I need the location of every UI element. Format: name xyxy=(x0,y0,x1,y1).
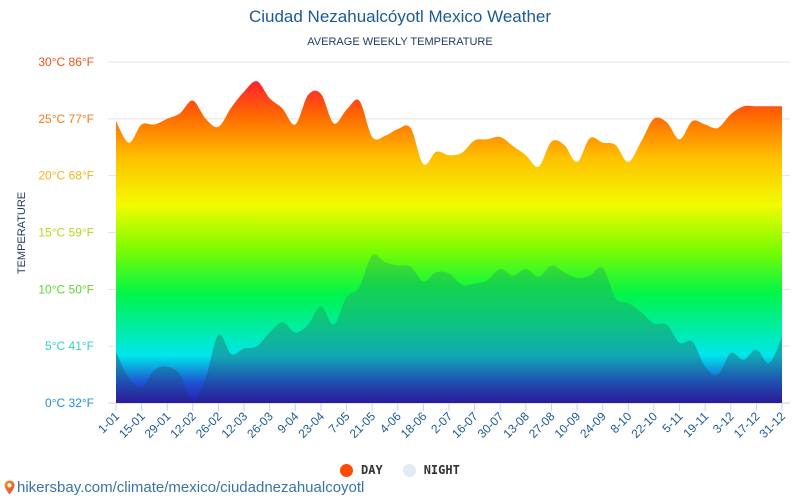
x-tick-label: 21-05 xyxy=(347,409,379,441)
y-axis: 0°C 32°F 5°C 41°F 10°C 50°F 15°C 59°F 20°C 6… xyxy=(38,55,94,410)
x-tick-label: 10-09 xyxy=(552,409,584,441)
legend-night-swatch xyxy=(402,463,416,477)
x-tick-label: 18-06 xyxy=(398,409,430,441)
y-tick-label: 25°C 77°F xyxy=(38,112,94,126)
x-tick-label: 29-01 xyxy=(142,409,174,441)
y-tick-label: 20°C 68°F xyxy=(38,169,94,183)
x-tick-label: 30-07 xyxy=(475,409,507,441)
x-tick-label: 17-12 xyxy=(731,409,763,441)
x-tick-label: 26-03 xyxy=(244,409,276,441)
y-axis-label: TEMPERATURE xyxy=(16,192,28,274)
legend-day-label: DAY xyxy=(361,463,383,477)
chart-subtitle: AVERAGE WEEKLY TEMPERATURE xyxy=(307,36,493,48)
x-tick-label: 23-04 xyxy=(295,409,327,441)
map-pin-icon xyxy=(4,480,15,495)
x-tick-label: 12-02 xyxy=(167,409,199,441)
legend-item-day[interactable]: DAY xyxy=(340,463,383,477)
x-tick-label: 27-08 xyxy=(526,409,558,441)
source-link[interactable]: hikersbay.com/climate/mexico/ciudadnezah… xyxy=(4,479,364,496)
chart-legend: DAY NIGHT xyxy=(340,463,480,477)
chart-title: Ciudad Nezahualcóyotl Mexico Weather xyxy=(248,7,552,26)
y-tick-label: 30°C 86°F xyxy=(38,55,94,69)
legend-night-label: NIGHT xyxy=(423,463,460,477)
x-tick-label: 26-02 xyxy=(193,409,225,441)
x-axis: 1-0115-0129-0112-0226-0212-0326-039-0423… xyxy=(95,403,788,441)
y-tick-label: 5°C 41°F xyxy=(45,339,94,353)
legend-day-swatch xyxy=(340,463,353,477)
x-tick-label: 16-07 xyxy=(449,409,481,441)
x-tick-label: 12-03 xyxy=(219,409,251,441)
y-tick-label: 0°C 32°F xyxy=(45,396,94,410)
x-tick-label: 24-09 xyxy=(577,409,609,441)
source-url: hikersbay.com/climate/mexico/ciudadnezah… xyxy=(17,479,365,496)
legend-item-night[interactable]: NIGHT xyxy=(402,463,460,477)
x-tick-label: 19-11 xyxy=(680,409,711,440)
x-tick-label: 15-01 xyxy=(116,409,148,441)
x-tick-label: 31-12 xyxy=(757,409,789,441)
night-area-series xyxy=(116,254,782,403)
y-tick-label: 10°C 50°F xyxy=(38,282,94,296)
x-tick-label: 13-08 xyxy=(500,409,532,441)
y-tick-label: 15°C 59°F xyxy=(38,226,94,240)
x-tick-label: 22-10 xyxy=(628,409,660,441)
